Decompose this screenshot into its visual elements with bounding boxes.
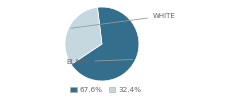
Wedge shape: [71, 7, 139, 81]
Wedge shape: [65, 7, 102, 64]
Text: WHITE: WHITE: [71, 13, 176, 28]
Text: BLACK: BLACK: [67, 59, 133, 65]
Legend: 67.6%, 32.4%: 67.6%, 32.4%: [68, 84, 144, 96]
